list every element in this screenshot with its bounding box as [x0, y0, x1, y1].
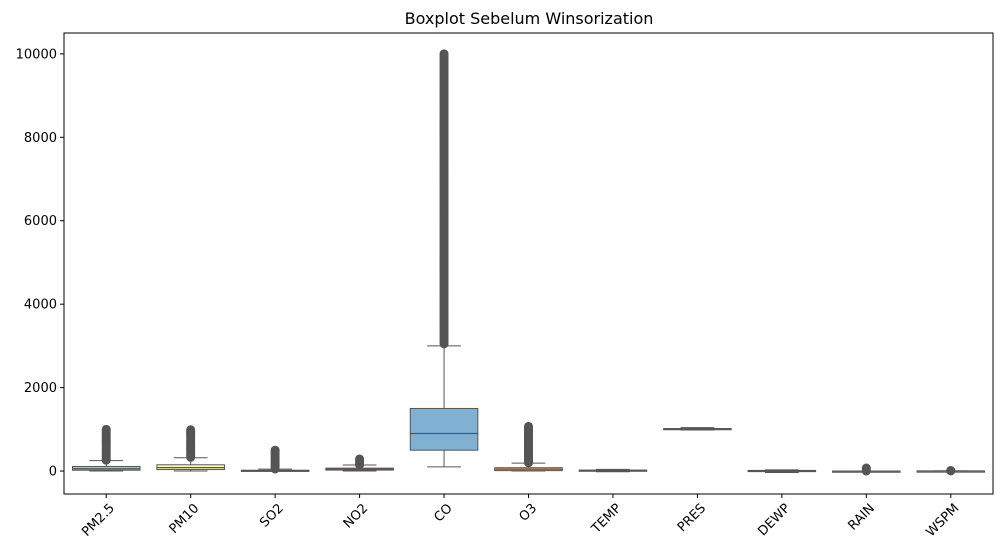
box-group-wspm	[916, 466, 986, 476]
outlier-point-no2	[355, 460, 365, 470]
outlier-point-pm2-5	[101, 455, 111, 465]
outliers-pm10	[186, 425, 196, 462]
plot-marks	[71, 49, 986, 476]
outlier-point-rain	[861, 466, 871, 476]
outliers-pm2-5	[101, 424, 111, 465]
outliers-co	[439, 49, 449, 349]
box-group-pm10	[156, 425, 225, 472]
outliers-wspm	[946, 466, 956, 476]
box-group-no2	[325, 454, 394, 472]
x-tick-label: DEWP	[755, 501, 793, 539]
box-co	[409, 407, 479, 451]
outliers-no2	[355, 454, 365, 470]
x-tick-label: PRES	[675, 501, 709, 535]
x-tick-label: O3	[516, 501, 540, 525]
x-tick-label: TEMP	[588, 501, 624, 537]
x-tick-label: CO	[431, 501, 455, 525]
x-axis: PM2.5 PM10 SO2 NO2 CO O3 TEMP PRES DEWP RAIN WSPM	[79, 494, 962, 540]
y-tick-label: 8000	[24, 131, 57, 146]
box-group-o3	[494, 421, 563, 472]
chart-title: Boxplot Sebelum Winsorization	[405, 9, 654, 28]
x-tick-label: RAIN	[845, 501, 878, 534]
y-tick-label: 10000	[16, 47, 57, 62]
outliers-rain	[861, 463, 871, 476]
box-group-rain	[832, 463, 901, 476]
outliers-o3	[524, 421, 533, 468]
y-tick-label: 2000	[24, 381, 57, 396]
y-axis: 0 2000 4000 6000 8000 10000	[16, 47, 64, 480]
y-tick-label: 6000	[24, 214, 57, 229]
outlier-point-pm10	[186, 452, 196, 462]
box-group-so2	[240, 445, 310, 474]
x-tick-label: SO2	[257, 501, 287, 531]
y-tick-label: 0	[49, 465, 57, 480]
box-group-temp	[578, 468, 648, 473]
box-group-co	[409, 49, 479, 468]
x-tick-label: NO2	[341, 501, 372, 532]
plot-frame	[63, 32, 994, 495]
outlier-point-so2	[270, 464, 280, 474]
box-group-pres	[663, 427, 732, 431]
x-tick-label: PM10	[167, 501, 203, 537]
x-tick-label: PM2.5	[79, 501, 118, 540]
y-tick-label: 4000	[24, 298, 57, 313]
box-group-dewp	[747, 469, 817, 474]
x-tick-label: WSPM	[923, 501, 962, 540]
outliers-so2	[270, 445, 280, 474]
outlier-point-co	[439, 339, 449, 349]
outlier-point-wspm	[946, 466, 956, 476]
box-group-pm2-5	[71, 424, 141, 472]
outlier-point-o3	[524, 458, 533, 468]
